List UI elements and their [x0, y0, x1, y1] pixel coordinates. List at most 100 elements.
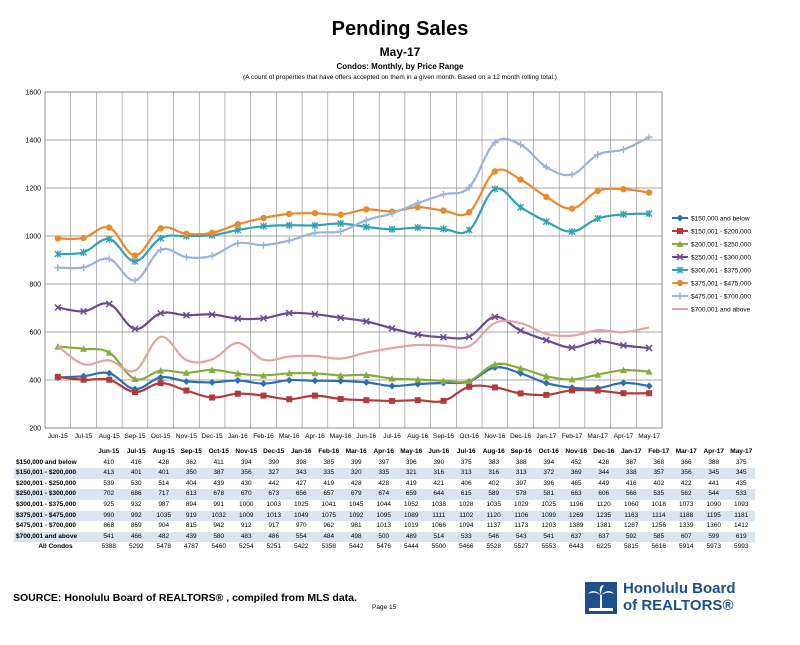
table-cell: 673: [260, 489, 288, 500]
table-cell: 679: [342, 489, 370, 500]
table-cell: 1339: [679, 522, 694, 530]
table-cell: 1137: [486, 522, 501, 530]
x-tick-label: Dec-16: [510, 433, 531, 440]
table-cell: 1052: [404, 500, 419, 508]
table-row-label: All Condos: [38, 543, 73, 551]
data-point-s475: [106, 224, 113, 231]
data-point-s700: [54, 264, 62, 272]
x-tick-label: Aug-15: [99, 433, 120, 440]
table-cell: 1009: [232, 510, 260, 522]
data-point-s300: [594, 337, 602, 345]
table-cell: 385: [323, 458, 335, 466]
data-point-s200: [234, 390, 241, 397]
table-cell: 1111: [425, 510, 453, 522]
data-point-s300: [439, 333, 448, 341]
table-cell: 466: [122, 531, 150, 543]
table-cell: 428: [350, 479, 362, 487]
table-cell: 5476: [376, 543, 391, 551]
y-tick-label: 1400: [25, 138, 41, 145]
data-point-s475: [491, 168, 499, 175]
data-point-s300: [362, 317, 370, 325]
table-cell: 313: [452, 468, 480, 479]
data-point-s150: [619, 379, 627, 387]
data-point-s250: [645, 368, 653, 375]
table-cell: 335: [370, 468, 398, 479]
x-tick-label: Jun-16: [356, 433, 376, 440]
table-cell: 5973: [706, 543, 721, 551]
table-cell: 335: [315, 468, 343, 479]
data-point-s375: [157, 234, 165, 242]
table-cell: 585: [645, 531, 673, 543]
table-cell: 544: [700, 489, 728, 500]
table-cell: 5815: [624, 543, 639, 551]
table-cell: 991: [213, 500, 225, 508]
table-row-label: $300,001 - $375,000: [16, 500, 76, 508]
table-cell: 917: [268, 522, 280, 530]
table-cell: 1032: [205, 510, 233, 522]
data-point-s475: [286, 210, 293, 218]
table-header-row: Jun-15 Jul-15 Aug-15 Sep-15 Oct-15 Nov-15 Dec-…: [14, 447, 755, 458]
table-cell: 452: [570, 458, 582, 466]
legend-marker-s700: [676, 292, 684, 300]
data-point-s475: [208, 229, 216, 237]
table-cell: 422: [680, 479, 692, 487]
data-point-s200: [363, 397, 370, 404]
table-cell: 465: [570, 479, 582, 487]
data-point-s250: [260, 371, 268, 379]
table-cell: 566: [617, 489, 645, 500]
table-cell: 320: [342, 468, 370, 479]
data-point-s200: [106, 376, 113, 383]
table-row: All Condos 5388 5292 5478 4787 5460 5254 5251 54…: [14, 542, 755, 553]
table-cell: 411: [213, 458, 224, 466]
chart-subtitle: Condos: Monthly, by Price Range: [336, 62, 464, 71]
data-point-s375: [645, 210, 653, 218]
table-cell: 1028: [459, 500, 474, 508]
data-point-s375: [388, 225, 396, 233]
data-table: Jun-15 Jul-15 Aug-15 Sep-15 Oct-15 Nov-15 Dec-…: [14, 447, 755, 553]
table-cell: 1013: [260, 510, 288, 522]
table-cell: 990: [95, 510, 123, 522]
data-point-s200: [517, 390, 524, 397]
data-point-s250: [465, 377, 473, 384]
table-cell: 1035: [486, 500, 501, 508]
table-cell: 404: [185, 479, 197, 487]
table-cell: 4787: [184, 543, 199, 551]
data-point-s375: [260, 222, 268, 230]
table-cell: 344: [590, 468, 618, 479]
data-point-s300: [105, 300, 113, 308]
table-row: $375,001 - $475,000 990 992 1035 919 1032 1009…: [14, 510, 755, 522]
data-point-s700: [80, 263, 88, 271]
table-cell: 657: [315, 489, 343, 500]
table-cell: 1060: [624, 500, 639, 508]
data-point-s700: [439, 190, 447, 198]
y-tick-label: 1200: [25, 186, 41, 193]
table-cell: 530: [130, 479, 142, 487]
table-cell: 5422: [294, 543, 309, 551]
table-cell: 1075: [315, 510, 343, 522]
data-point-s300: [131, 325, 139, 333]
data-point-s300: [234, 315, 242, 323]
legend-marker-s150: [676, 214, 684, 222]
data-point-s700: [465, 183, 473, 191]
table-cell: 619: [727, 531, 755, 543]
table-cell: 678: [205, 489, 233, 500]
table-column-header: May-16: [400, 448, 423, 455]
data-point-s475: [620, 186, 627, 193]
table-cell: 1173: [514, 522, 529, 530]
data-point-s300: [388, 324, 396, 332]
table-cell: 1120: [596, 500, 611, 508]
data-point-s200: [183, 387, 190, 394]
table-cell: 439: [177, 531, 205, 543]
table-cell: 5500: [431, 543, 446, 551]
table-cell: 1013: [376, 522, 391, 530]
table-cell: 1041: [321, 500, 336, 508]
table-row-label: $250,001 - $300,000: [14, 489, 95, 500]
data-point-s250: [80, 345, 88, 352]
data-point-s200: [54, 373, 61, 380]
table-cell: 435: [735, 479, 747, 487]
table-cell: 592: [617, 531, 645, 543]
data-point-s150: [285, 376, 293, 384]
table-cell: 5251: [266, 543, 281, 551]
x-tick-label: Oct-16: [459, 433, 479, 440]
table-cell: 815: [185, 522, 197, 530]
